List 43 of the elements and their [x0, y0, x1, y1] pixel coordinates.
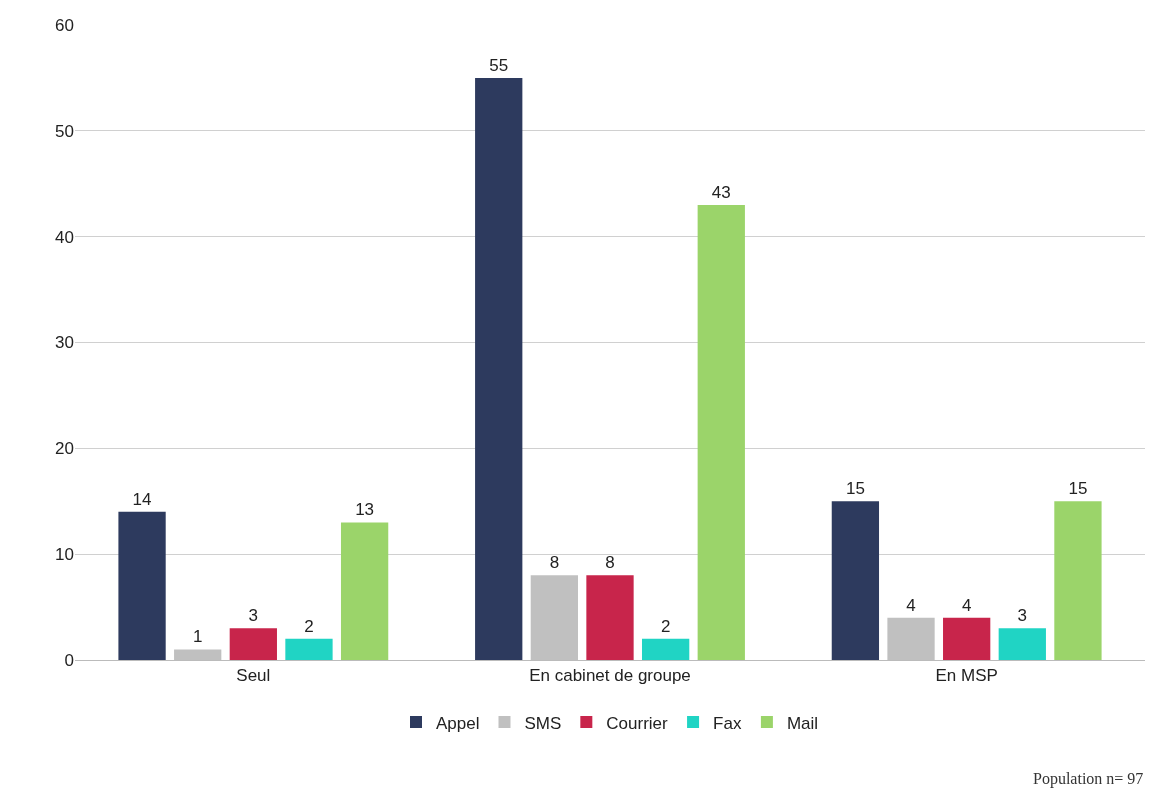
bar: [285, 638, 333, 660]
bar: [340, 522, 389, 660]
y-tick-label: 40: [55, 227, 74, 247]
y-tick-label: 60: [55, 15, 74, 35]
bar: [118, 511, 166, 660]
data-label: 4: [906, 595, 916, 615]
x-tick-label: En cabinet de groupe: [529, 666, 691, 686]
bar: [586, 575, 634, 660]
bar: [831, 501, 880, 660]
x-tick-label: En MSP: [935, 666, 998, 686]
bar: [1054, 501, 1102, 660]
x-tick-label: Seul: [236, 666, 271, 686]
y-tick-label: 0: [64, 650, 74, 670]
data-label: 13: [355, 500, 375, 520]
data-label: 15: [845, 479, 865, 499]
data-label: 14: [132, 489, 152, 509]
data-label: 2: [660, 616, 671, 636]
text: Population n= 97: [1033, 770, 1144, 788]
legend-label: Fax: [713, 713, 742, 733]
bar: [943, 617, 991, 660]
y-tick-label: 50: [55, 121, 74, 141]
bar: [475, 77, 523, 660]
legend-label: Mail: [786, 713, 819, 733]
y-tick-label: 30: [55, 333, 74, 353]
data-label: 3: [248, 606, 259, 626]
data-label: 43: [711, 182, 731, 202]
bar: [998, 628, 1046, 660]
y-tick-label: 10: [55, 545, 74, 565]
legend-label: Appel: [436, 713, 480, 733]
legend-label: Courrier: [606, 713, 669, 733]
data-label: 15: [1068, 479, 1088, 499]
data-label: 8: [605, 553, 615, 573]
data-label: 4: [961, 595, 972, 615]
bar: [697, 204, 745, 660]
legend-label: SMS: [524, 713, 562, 733]
data-label: 2: [304, 616, 314, 636]
y-tick-label: 20: [55, 439, 74, 459]
data-label: 55: [489, 55, 509, 75]
data-label: 3: [1017, 606, 1028, 626]
data-label: 8: [549, 553, 560, 573]
bar: [229, 628, 277, 660]
data-label: 1: [192, 627, 203, 647]
bar: [641, 638, 690, 660]
